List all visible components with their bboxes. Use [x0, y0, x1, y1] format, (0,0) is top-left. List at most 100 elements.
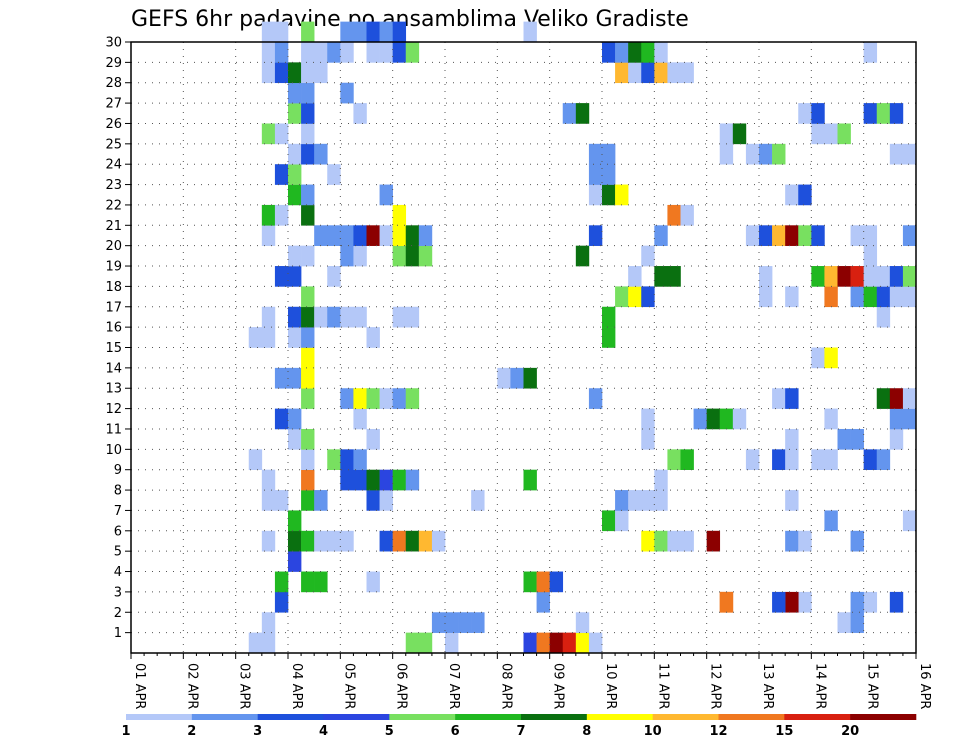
- heatmap-cell: [824, 123, 838, 145]
- heatmap-cell: [772, 388, 786, 409]
- heatmap-cell: [340, 306, 354, 328]
- heatmap-cell: [274, 42, 289, 63]
- colorbar-swatch: [521, 714, 588, 720]
- heatmap-cell: [405, 469, 420, 491]
- heatmap-cell: [261, 42, 276, 63]
- heatmap-cell: [314, 306, 328, 328]
- y-tick-label: 11: [105, 422, 122, 437]
- heatmap-cell: [274, 21, 289, 43]
- heatmap-cell: [301, 245, 315, 267]
- heatmap-cell: [798, 103, 812, 124]
- colorbar-label: 15: [775, 724, 793, 739]
- heatmap-cell: [654, 42, 668, 63]
- colorbar-swatch: [455, 714, 522, 720]
- y-tick-label: 15: [105, 341, 122, 356]
- heatmap-cell: [288, 164, 302, 185]
- heatmap-cell: [654, 469, 668, 491]
- heatmap-cell: [628, 286, 642, 308]
- heatmap-cell: [431, 530, 446, 552]
- colorbar-label: 8: [582, 724, 591, 739]
- heatmap-cell: [588, 143, 603, 165]
- heatmap-cell: [431, 612, 446, 633]
- heatmap-cell: [497, 367, 511, 389]
- heatmap-cell: [301, 347, 315, 369]
- x-tick-label: 08 APR: [498, 663, 513, 709]
- heatmap-cell: [366, 571, 380, 593]
- heatmap-cell: [549, 571, 564, 593]
- x-tick-label: 05 APR: [341, 663, 356, 709]
- heatmap-cell: [366, 327, 380, 348]
- heatmap-cell: [301, 530, 315, 552]
- y-tick-label: 6: [114, 524, 122, 539]
- heatmap-cell: [327, 530, 341, 552]
- heatmap-cell: [824, 449, 838, 470]
- y-tick-label: 25: [105, 137, 122, 152]
- heatmap-cell: [340, 245, 354, 267]
- y-tick-label: 26: [105, 117, 122, 132]
- x-tick-label: 15 APR: [865, 663, 880, 709]
- heatmap-cell: [837, 266, 851, 287]
- heatmap-cell: [261, 632, 276, 654]
- heatmap-cell: [549, 632, 564, 654]
- heatmap-cell: [327, 164, 341, 185]
- heatmap-cell: [719, 408, 734, 430]
- heatmap-cell: [327, 449, 341, 470]
- heatmap-cell: [719, 143, 734, 165]
- heatmap-cell: [745, 225, 760, 246]
- y-tick-label: 5: [114, 545, 122, 560]
- heatmap-cell: [353, 469, 367, 491]
- heatmap-cell: [902, 143, 917, 165]
- heatmap-cell: [288, 103, 302, 124]
- y-tick-label: 13: [105, 382, 122, 397]
- y-tick-label: 21: [105, 219, 122, 234]
- colorbar-swatch: [323, 714, 390, 720]
- heatmap-cell: [379, 469, 393, 491]
- heatmap-cell: [889, 286, 904, 308]
- y-tick-label: 14: [105, 361, 122, 376]
- heatmap-cell: [405, 42, 420, 63]
- heatmap-cell: [641, 42, 655, 63]
- heatmap-cell: [876, 286, 891, 308]
- heatmap-cell: [261, 225, 276, 246]
- heatmap-cell: [536, 632, 550, 654]
- heatmap-cell: [902, 286, 917, 308]
- heatmap-cell: [366, 21, 380, 43]
- heatmap-cell: [418, 530, 433, 552]
- heatmap-cell: [680, 204, 694, 226]
- x-tick-label: 12 APR: [708, 663, 723, 709]
- heatmap-cell: [301, 388, 315, 409]
- colorbar-swatch: [257, 714, 324, 720]
- heatmap-cell: [261, 530, 276, 552]
- x-axis: 01 APR 02 APR 03 APR 04 APR 05 APR 06 APR 07 A…: [130, 653, 932, 709]
- y-tick-label: 1: [114, 626, 122, 641]
- heatmap-cell: [615, 42, 629, 63]
- heatmap-cell: [889, 388, 904, 409]
- heatmap-cell: [798, 225, 812, 246]
- heatmap-cell: [314, 42, 328, 63]
- heatmap-cell: [575, 245, 590, 267]
- heatmap-cell: [745, 449, 760, 470]
- heatmap-cell: [301, 143, 315, 165]
- heatmap-cell: [602, 184, 616, 206]
- colorbar-label: 12: [709, 724, 727, 739]
- heatmap-cell: [458, 612, 472, 633]
- heatmap-cell: [379, 388, 393, 409]
- heatmap-cell: [837, 428, 851, 450]
- heatmap-cell: [327, 266, 341, 287]
- heatmap-cell: [785, 286, 799, 308]
- heatmap-cell: [837, 612, 851, 633]
- heatmap-cell: [353, 21, 367, 43]
- heatmap-cell: [418, 225, 433, 246]
- heatmap-cell: [863, 449, 878, 470]
- colorbar-swatch: [126, 714, 193, 720]
- heatmap-cell: [876, 306, 891, 328]
- heatmap-cell: [327, 306, 341, 328]
- y-tick-label: 16: [105, 321, 122, 336]
- heatmap-cell: [615, 184, 629, 206]
- heatmap-cell: [301, 571, 315, 593]
- heatmap-cell: [261, 612, 276, 633]
- heatmap-cell: [392, 306, 407, 328]
- heatmap-cell: [863, 103, 878, 124]
- heatmap-cell: [274, 490, 289, 511]
- heatmap-cell: [575, 103, 590, 124]
